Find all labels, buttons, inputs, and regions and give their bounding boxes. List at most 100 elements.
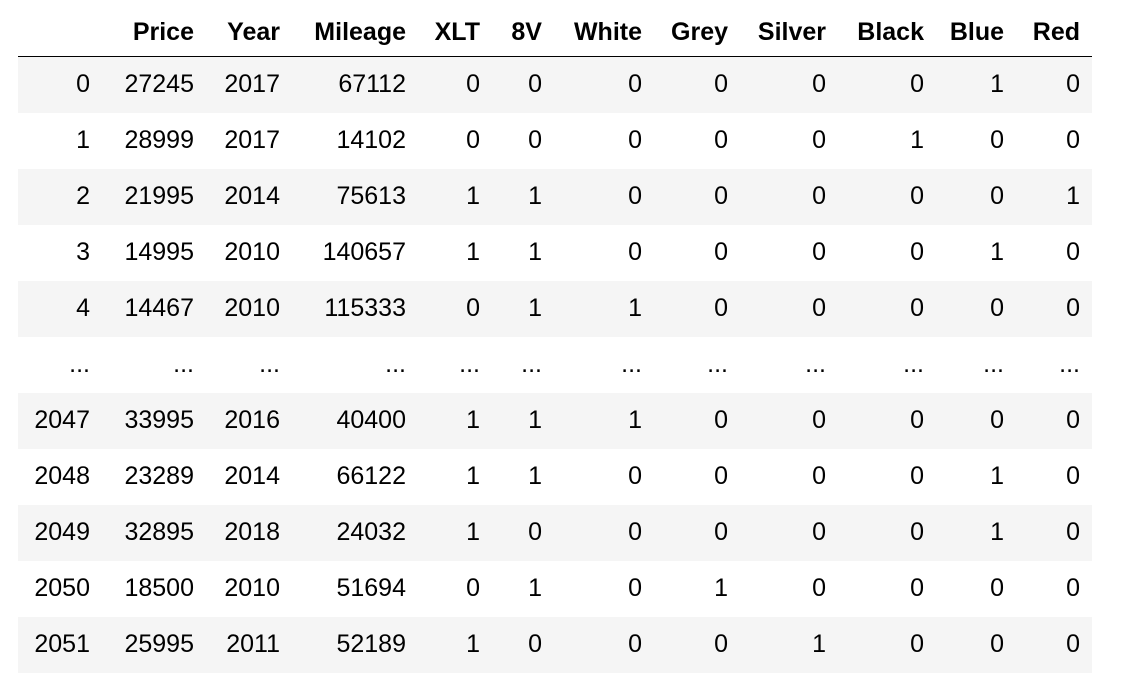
table-cell: ... (903, 350, 924, 378)
table-cell: 1 (990, 238, 1004, 266)
table-cell: 0 (990, 630, 1004, 658)
table-cell: 14995 (124, 238, 194, 266)
table-cell: 1 (628, 406, 642, 434)
table-cell: 0 (910, 406, 924, 434)
table-cell: 1 (990, 70, 1004, 99)
table-cell: 0 (990, 574, 1004, 602)
column-header: Grey (654, 8, 740, 57)
table-row: 2048 23289 2014 66122 1 1 0 0 0 0 1 0 (18, 448, 1092, 505)
table-cell: ... (459, 350, 480, 378)
table-cell: 0 (714, 294, 728, 322)
table-cell: 2010 (224, 294, 280, 322)
row-index: 4 (76, 294, 90, 322)
table-cell: 0 (1066, 462, 1080, 490)
table-cell: 23289 (124, 462, 194, 490)
table-cell: 2016 (224, 406, 280, 434)
table-cell: ... (805, 350, 826, 378)
column-header: Silver (740, 8, 838, 57)
table-cell: ... (707, 350, 728, 378)
table-cell: 1 (528, 462, 542, 490)
table-cell: 0 (714, 462, 728, 490)
table-cell: 1 (466, 238, 480, 266)
table-row: 2049 32895 2018 24032 1 0 0 0 0 0 1 0 (18, 504, 1092, 561)
table-cell: 1 (466, 406, 480, 434)
table-cell: ... (1059, 350, 1080, 378)
dataframe-output: Price Year Mileage XLT 8V White Grey Silver Blac… (18, 8, 1092, 673)
table-cell: 0 (910, 462, 924, 490)
table-cell: 0 (714, 126, 728, 154)
table-row: 2051 25995 2011 52189 1 0 0 0 1 0 0 0 (18, 616, 1092, 673)
row-index: 2051 (34, 630, 90, 658)
table-cell: 0 (628, 70, 642, 99)
table-header: Price Year Mileage XLT 8V White Grey Silver Blac… (18, 8, 1092, 57)
table-cell: ... (621, 350, 642, 378)
table-cell: 1 (528, 182, 542, 210)
table-cell: 1 (528, 238, 542, 266)
table-cell: ... (259, 350, 280, 378)
column-header: Mileage (292, 8, 418, 57)
table-cell: 0 (466, 70, 480, 99)
table-cell: 0 (628, 126, 642, 154)
table-cell: 0 (990, 182, 1004, 210)
table-cell: 0 (1066, 294, 1080, 322)
row-index: 2050 (34, 574, 90, 602)
table-cell: 14467 (124, 294, 194, 322)
table-row: 0 27245 2017 67112 0 0 0 0 0 0 1 0 (18, 56, 1092, 113)
table-cell: 0 (990, 406, 1004, 434)
table-cell: 14102 (336, 126, 406, 154)
table-cell: 0 (528, 126, 542, 154)
table-cell: ... (385, 350, 406, 378)
table-cell: 0 (628, 462, 642, 490)
row-index: ... (69, 350, 90, 378)
table-cell: 0 (628, 630, 642, 658)
table-cell: 75613 (336, 182, 406, 210)
table-row: 2047 33995 2016 40400 1 1 1 0 0 0 0 0 (18, 392, 1092, 449)
column-header: Price (102, 8, 206, 57)
table-cell: 0 (714, 518, 728, 546)
table-row: 2050 18500 2010 51694 0 1 0 1 0 0 0 0 (18, 560, 1092, 617)
table-cell: 140657 (322, 238, 406, 266)
table-cell: 0 (528, 70, 542, 99)
table-cell: 0 (1066, 518, 1080, 546)
table-cell: 2014 (224, 182, 280, 210)
row-index: 2047 (34, 406, 90, 434)
table-cell: 18500 (124, 574, 194, 602)
table-cell: 0 (910, 518, 924, 546)
table-row: 3 14995 2010 140657 1 1 0 0 0 0 1 0 (18, 224, 1092, 281)
row-index: 1 (76, 126, 90, 154)
table-cell: 0 (812, 574, 826, 602)
table-cell: 0 (628, 574, 642, 602)
table-cell: 0 (812, 406, 826, 434)
table-cell: 1 (812, 630, 826, 658)
table-cell: ... (521, 350, 542, 378)
table-cell: 0 (812, 518, 826, 546)
table-cell: 1 (990, 462, 1004, 490)
column-header: White (554, 8, 654, 57)
table-cell: ... (173, 350, 194, 378)
table-row: 2 21995 2014 75613 1 1 0 0 0 0 0 1 (18, 168, 1092, 225)
table-cell: 1 (528, 406, 542, 434)
table-cell: 2010 (224, 574, 280, 602)
table-cell: 0 (628, 238, 642, 266)
table-cell: 1 (466, 462, 480, 490)
table-cell: 0 (714, 238, 728, 266)
table-cell: 40400 (336, 406, 406, 434)
table-cell: 0 (466, 126, 480, 154)
column-header: Blue (936, 8, 1016, 57)
table-body: 0 27245 2017 67112 0 0 0 0 0 0 1 0 1 28999 2017 14102 0 0… (18, 56, 1092, 673)
table-cell: ... (983, 350, 1004, 378)
table-cell: 1 (990, 518, 1004, 546)
table-cell: 0 (812, 126, 826, 154)
table-cell: 0 (1066, 238, 1080, 266)
table-cell: 0 (528, 630, 542, 658)
column-header: XLT (418, 8, 492, 57)
table-cell: 0 (1066, 70, 1080, 99)
table-cell: 0 (714, 630, 728, 658)
table-cell: 32895 (124, 518, 194, 546)
table-cell: 1 (528, 294, 542, 322)
table-cell: 0 (466, 294, 480, 322)
table-cell: 51694 (336, 574, 406, 602)
table-cell: 27245 (124, 70, 194, 99)
table-cell: 28999 (124, 126, 194, 154)
row-index: 2 (76, 182, 90, 210)
